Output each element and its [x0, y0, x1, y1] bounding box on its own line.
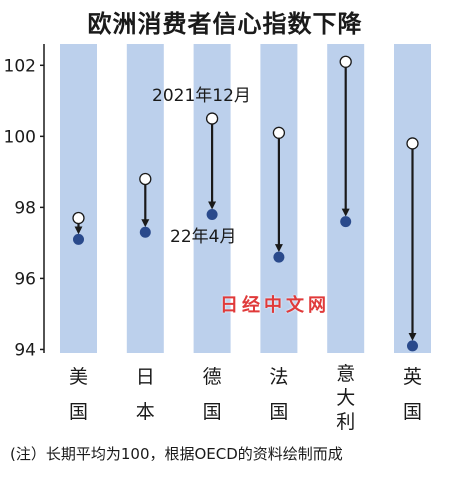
point-2021-12	[272, 126, 286, 139]
x-category-label: 英	[403, 366, 422, 388]
x-category-label: 国	[69, 401, 88, 423]
series-label-2022-04: 22年4月	[170, 227, 236, 247]
series-label-2021-12: 2021年12月	[152, 86, 251, 106]
x-category-label: 美	[69, 366, 88, 388]
y-tick-label: 102	[4, 56, 36, 76]
x-category-label: 利	[336, 411, 355, 433]
point-2021-12	[139, 172, 152, 186]
y-tick-label: 100	[4, 127, 36, 147]
point-2022-04	[139, 226, 151, 238]
y-tick-label: 94	[14, 340, 36, 360]
x-category-label: 本	[136, 401, 155, 423]
x-category-label: 国	[203, 401, 222, 423]
point-2021-12	[205, 112, 219, 125]
point-2022-04	[273, 251, 285, 263]
x-category-label: 意	[336, 363, 355, 385]
point-2022-04	[340, 216, 352, 228]
watermark: 日经中文网	[220, 295, 330, 316]
y-tick-label: 96	[14, 269, 36, 289]
point-2021-12	[72, 211, 85, 225]
point-2022-04	[407, 340, 418, 352]
x-category-label: 大	[336, 387, 355, 409]
footnote: (注）长期平均为100，根据OECD的资料绘制而成	[10, 445, 343, 463]
y-tick-label: 98	[14, 198, 36, 218]
x-category-label: 德	[203, 366, 222, 388]
chart-title: 欧洲消费者信心指数下降	[87, 10, 363, 38]
point-2022-04	[73, 233, 84, 245]
x-category-label: 国	[269, 401, 288, 423]
x-category-label: 法	[269, 366, 288, 388]
x-category-label: 国	[403, 401, 422, 423]
x-category-label: 日	[136, 366, 155, 388]
point-2021-12	[339, 55, 352, 68]
point-2022-04	[206, 208, 218, 220]
category-band	[60, 44, 97, 353]
point-2021-12	[406, 137, 419, 150]
